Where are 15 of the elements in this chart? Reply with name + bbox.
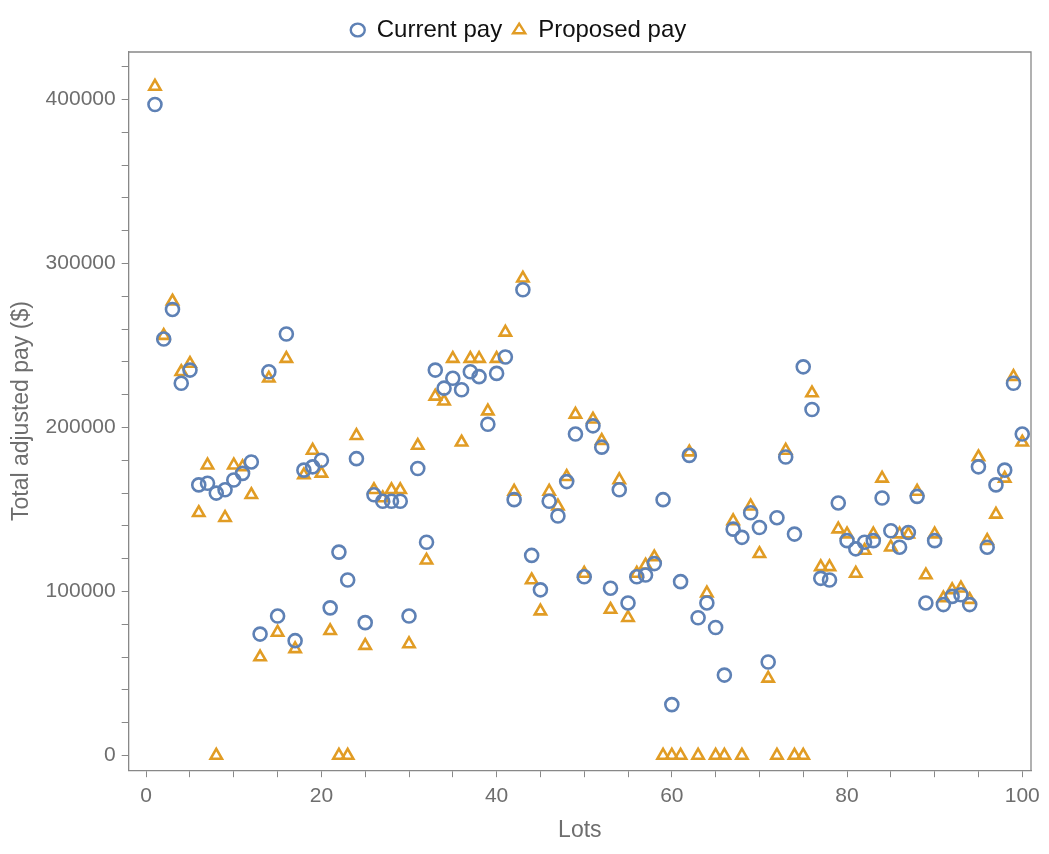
x-tick-label: 60 (660, 782, 684, 806)
x-tick-label: 20 (309, 782, 334, 806)
x-tick-label: 80 (835, 782, 859, 806)
y-tick-label: 200000 (45, 414, 116, 438)
legend-label: Current pay (376, 14, 503, 42)
x-tick-label: 40 (484, 782, 509, 806)
x-tick-label: 100 (1004, 782, 1040, 806)
y-axis-title: Total adjusted pay ($) (7, 301, 34, 522)
legend-label: Proposed pay (538, 14, 687, 42)
x-tick-label: 0 (140, 782, 153, 806)
y-tick-label: 100000 (45, 578, 116, 602)
y-tick-label: 300000 (45, 250, 116, 274)
x-axis-title: Lots (558, 815, 602, 842)
y-tick-label: 400000 (45, 86, 116, 110)
y-tick-label: 0 (103, 742, 116, 766)
